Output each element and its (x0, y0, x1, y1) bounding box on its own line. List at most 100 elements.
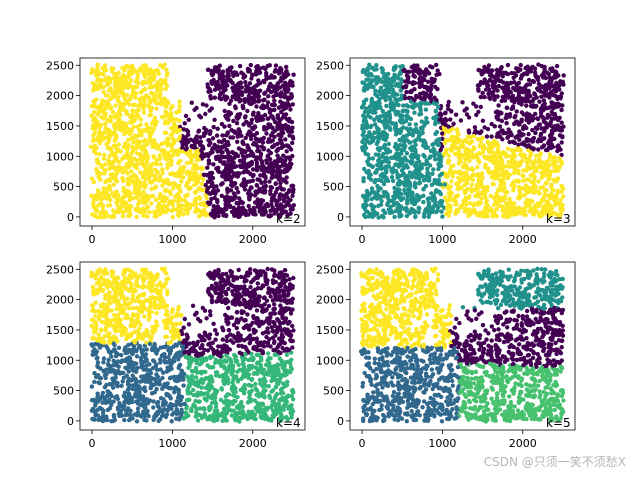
scatter-point (454, 151, 460, 156)
scatter-point (522, 208, 528, 213)
scatter-point (467, 194, 472, 199)
scatter-point (225, 155, 230, 160)
scatter-point (547, 79, 552, 84)
scatter-point (92, 109, 97, 115)
scatter-point (553, 123, 558, 129)
scatter-point (157, 153, 162, 158)
scatter-point (558, 79, 563, 85)
scatter-point (266, 87, 272, 93)
scatter-point (381, 181, 387, 187)
scatter-point (254, 83, 259, 88)
scatter-point (169, 144, 175, 149)
scatter-point (467, 207, 472, 212)
scatter-point (557, 165, 562, 170)
scatter-point (234, 186, 239, 191)
scatter-point (406, 128, 411, 133)
scatter-point (377, 146, 382, 151)
scatter-point (107, 134, 113, 139)
scatter-point (195, 174, 201, 179)
scatter-point (270, 84, 276, 89)
scatter-point (468, 187, 474, 193)
scatter-point (223, 162, 228, 167)
scatter-point (276, 213, 281, 218)
scatter-point (147, 99, 152, 105)
scatter-point (285, 95, 290, 100)
scatter-point (182, 121, 187, 126)
scatter-point (555, 95, 561, 101)
scatter-point (109, 214, 115, 220)
scatter-point (135, 202, 141, 207)
scatter-point (193, 196, 199, 201)
scatter-point (99, 163, 104, 168)
scatter-point (512, 121, 517, 127)
scatter-point (272, 142, 277, 148)
scatter-point (112, 165, 117, 171)
scatter-point (105, 82, 110, 88)
scatter-point (135, 72, 140, 77)
scatter-point (367, 140, 372, 145)
scatter-point (398, 112, 403, 118)
scatter-point (273, 181, 278, 187)
scatter-point (371, 136, 376, 141)
scatter-point (233, 70, 238, 75)
scatter-point (418, 138, 424, 143)
scatter-point (125, 171, 130, 176)
scatter-point (130, 120, 135, 125)
scatter-point (509, 70, 514, 76)
scatter-point (433, 190, 438, 195)
scatter-point (513, 208, 518, 214)
scatter-point (511, 157, 516, 163)
scatter-point (390, 198, 396, 203)
scatter-point (107, 153, 112, 159)
scatter-point (412, 110, 417, 115)
scatter-point (512, 201, 517, 206)
scatter-point (132, 178, 137, 183)
scatter-point (495, 143, 501, 148)
y-tick-label: 1000 (316, 150, 344, 163)
scatter-point (449, 179, 454, 184)
scatter-point (483, 155, 488, 161)
scatter-point (363, 115, 368, 120)
scatter-point (417, 180, 423, 185)
scatter-point (182, 198, 188, 203)
scatter-point (215, 149, 220, 154)
scatter-point (149, 180, 154, 185)
scatter-point (524, 83, 529, 88)
scatter-point (192, 145, 197, 150)
scatter-point (98, 177, 103, 182)
scatter-point (531, 209, 536, 214)
scatter-point (477, 159, 482, 165)
scatter-point (254, 183, 259, 188)
scatter-point (126, 64, 131, 69)
scatter-point (445, 128, 450, 134)
scatter-point (381, 130, 386, 135)
scatter-point (474, 104, 479, 109)
scatter-point (372, 117, 377, 123)
scatter-point (381, 189, 386, 195)
scatter-point (142, 72, 147, 77)
scatter-point (409, 160, 415, 165)
scatter-point (204, 195, 209, 201)
scatter-point (437, 117, 442, 123)
scatter-point (271, 94, 276, 99)
scatter-point (554, 63, 560, 69)
scatter-point (138, 155, 143, 161)
scatter-point (273, 63, 279, 68)
scatter-point (157, 156, 163, 161)
scatter-point (148, 112, 154, 118)
scatter-point (418, 100, 423, 106)
scatter-point (529, 180, 534, 185)
scatter-point (185, 137, 190, 143)
scatter-point (165, 136, 171, 141)
scatter-point (443, 122, 448, 128)
scatter-point (405, 165, 410, 170)
scatter-point (479, 196, 484, 201)
scatter-point (231, 205, 236, 210)
scatter-point (360, 139, 365, 145)
scatter-point (398, 64, 403, 69)
scatter-point (377, 134, 383, 139)
scatter-point (285, 195, 290, 200)
scatter-point (177, 99, 182, 104)
scatter-point (291, 187, 296, 192)
scatter-point (89, 176, 95, 181)
